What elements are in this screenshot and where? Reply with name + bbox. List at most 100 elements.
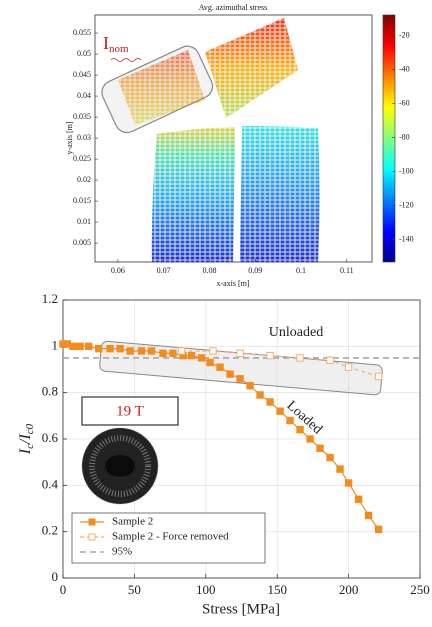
colorbar-tick-label: -120 — [399, 201, 414, 210]
y-tick-label: 0.03 — [77, 133, 91, 142]
data-point — [76, 342, 84, 351]
data-point — [216, 363, 224, 371]
data-point — [344, 479, 353, 487]
chart-title: Avg. azimuthal stress — [199, 3, 268, 12]
data-point — [374, 372, 383, 381]
y-tick-label: 1 — [52, 337, 59, 352]
legend: Sample 2 Sample 2 - Force removed 95% — [71, 512, 266, 564]
data-point — [85, 342, 93, 351]
x-axis-label: Stress [MPa] — [202, 601, 280, 617]
data-point — [69, 342, 77, 351]
y-tick-label: 0.2 — [42, 523, 58, 538]
x-axis-label: x-axis [m] — [216, 279, 249, 288]
data-point — [296, 426, 304, 434]
y-tick-label: 0.045 — [73, 70, 91, 79]
x-tick-label: 0.06 — [111, 266, 125, 275]
data-point — [286, 416, 294, 425]
data-point — [326, 453, 334, 462]
colorbar-tick-label: -80 — [399, 132, 410, 141]
x-tick-label: 0.11 — [340, 266, 354, 275]
series-line — [63, 343, 380, 530]
x-tick-label: 100 — [196, 582, 216, 597]
data-point — [137, 347, 146, 355]
data-point — [296, 354, 304, 362]
wire-texture — [81, 427, 159, 505]
y-tick-label: 0.015 — [73, 196, 91, 205]
y-tick-label: 0 — [52, 569, 59, 584]
data-point — [266, 351, 274, 360]
y-label-part: I — [17, 448, 34, 455]
data-point — [236, 375, 244, 383]
x-tick-label: 0 — [60, 582, 67, 597]
data-point — [276, 407, 284, 415]
data-point — [266, 398, 274, 406]
legend-marker — [88, 533, 96, 541]
annotation-sub: nom — [109, 43, 129, 55]
data-point — [374, 525, 383, 534]
y-tick-label: 0.6 — [42, 430, 59, 445]
legend-marker — [88, 518, 96, 526]
data-point — [159, 349, 167, 357]
wire-core — [105, 455, 135, 477]
colorbar — [382, 14, 396, 263]
y-tick-label: 0.04 — [77, 91, 91, 100]
y-axis-label: y-axis [m] — [65, 121, 74, 154]
data-point — [169, 349, 177, 357]
y-tick-label: 0.055 — [73, 28, 91, 37]
x-tick-label: 0.1 — [296, 266, 306, 275]
data-point — [206, 358, 214, 367]
data-point — [106, 344, 114, 353]
y-tick-label: 0.005 — [73, 238, 91, 247]
y-axis-label: Ic/Ic0 — [17, 423, 36, 455]
data-point — [336, 465, 344, 473]
data-point — [187, 351, 196, 360]
highlight-box — [101, 45, 214, 134]
x-tick-label: 0.09 — [248, 266, 262, 275]
data-point — [226, 370, 234, 378]
x-tick-label: 250 — [410, 582, 430, 597]
series-line — [181, 350, 379, 378]
y-label-part: c — [24, 444, 36, 449]
data-point — [126, 347, 134, 355]
coil-mesh — [151, 127, 235, 262]
coil-blocks — [101, 18, 320, 262]
colorbar-tick-label: -40 — [399, 64, 410, 73]
x-tick-label: 0.07 — [157, 266, 171, 275]
data-point — [116, 344, 124, 353]
field-label: 19 T — [116, 403, 144, 419]
y-tick-label: 0.025 — [73, 154, 91, 163]
data-point — [354, 495, 363, 503]
x-tick-label: 200 — [339, 582, 359, 597]
data-point — [209, 347, 217, 355]
legend-label: Sample 2 - Force removed — [112, 531, 229, 543]
colorbar-tick-label: -60 — [399, 98, 410, 107]
legend-label: Sample 2 — [112, 516, 153, 528]
annotation: Inom — [103, 33, 129, 54]
annotation: Unloaded — [269, 325, 323, 340]
y-tick-label: 0.4 — [42, 476, 59, 491]
y-tick-label: 0.01 — [77, 217, 91, 226]
stress-map: Avg. azimuthal stress x-axis [m] y-axis … — [65, 3, 414, 288]
y-tick-label: 0.02 — [77, 175, 91, 184]
y-tick-label: 0.05 — [77, 49, 91, 58]
field-box — [81, 396, 179, 426]
data-point — [197, 354, 206, 362]
coil-mesh — [240, 126, 320, 262]
y-tick-label: 1.2 — [42, 291, 58, 306]
data-point — [177, 347, 186, 355]
wire-texture — [89, 435, 151, 497]
colorbar-tick-label: -140 — [399, 235, 414, 244]
colorbar-tick-label: -100 — [399, 167, 414, 176]
y-label-part: /I — [17, 434, 34, 445]
underline — [110, 58, 142, 62]
data-point — [256, 391, 264, 399]
y-label-part: c0 — [24, 423, 36, 434]
coil-mesh — [205, 18, 298, 118]
data-point — [364, 511, 373, 520]
data-point — [326, 356, 334, 364]
data-point — [236, 349, 244, 357]
x-tick-label: 150 — [267, 582, 287, 597]
x-tick-label: 50 — [128, 582, 141, 597]
data-point — [147, 347, 156, 355]
